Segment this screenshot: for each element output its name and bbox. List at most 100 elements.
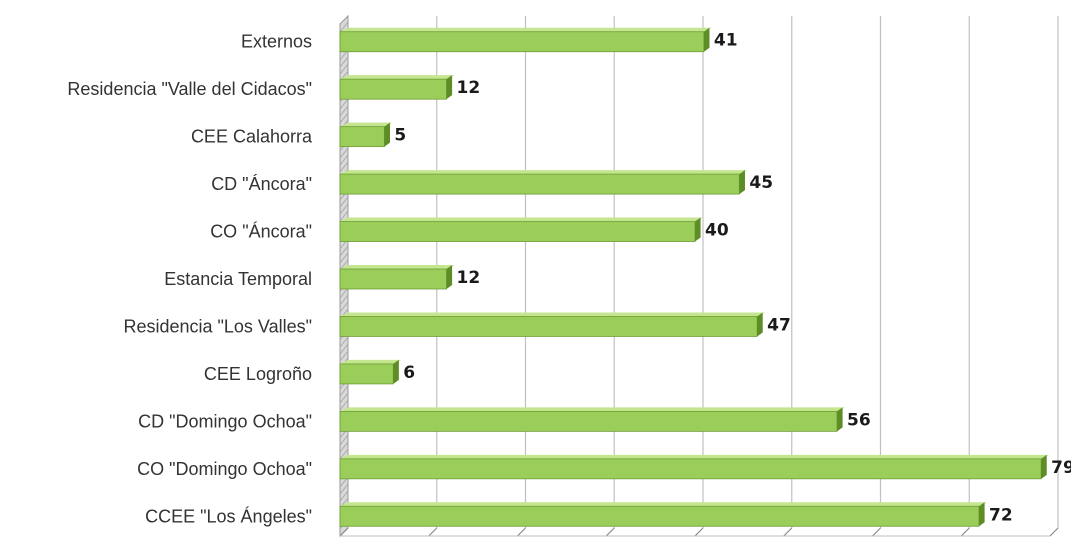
bar-top-face [340, 122, 393, 127]
wall-hatch [339, 56, 349, 68]
bar-side-face [446, 265, 453, 289]
data-label: 72 [989, 505, 1013, 525]
bar-top-face [340, 75, 455, 80]
bar-top-face [340, 217, 703, 222]
wall-hatch [339, 112, 349, 124]
bar-front-face [339, 173, 740, 195]
category-label: Residencia "Valle del Cidacos" [67, 79, 312, 99]
labels-group: Externos 41 Residencia "Valle del Cidacos"… [67, 31, 1071, 527]
wall-hatch [339, 287, 349, 299]
floor-tick [605, 527, 615, 537]
floor-tick [517, 527, 526, 537]
bar [339, 454, 1050, 480]
floor-tick [428, 527, 438, 537]
wall-hatch [339, 392, 349, 404]
bar-top-face [340, 265, 455, 269]
bar-front-face [339, 505, 980, 527]
bar-top-face [340, 170, 748, 175]
data-label: 6 [403, 363, 415, 383]
bar [339, 27, 712, 53]
data-label: 12 [457, 78, 481, 98]
wall-hatch [339, 336, 349, 348]
bar [339, 75, 455, 100]
category-label: CEE Calahorra [191, 127, 313, 147]
bar [339, 265, 455, 290]
bar-side-face [695, 217, 701, 242]
data-label: 56 [847, 410, 871, 430]
data-label: 5 [394, 126, 406, 146]
wall-hatch [339, 399, 349, 411]
wall-hatch [339, 203, 349, 215]
bar-top-face [340, 454, 1050, 459]
data-label: 40 [705, 221, 729, 241]
bar [339, 359, 402, 385]
category-label: CD "Domingo Ochoa" [138, 411, 312, 431]
wall-hatch [339, 294, 349, 306]
category-label: CO "Domingo Ochoa" [137, 459, 312, 479]
category-label: CO "Áncora" [210, 222, 312, 242]
bar-side-face [837, 407, 843, 432]
wall-hatch [339, 343, 349, 355]
bar-front-face [339, 268, 447, 290]
bar-front-face [339, 363, 394, 385]
wall-hatch [339, 448, 349, 460]
category-label: CCEE "Los Ángeles" [145, 506, 312, 526]
category-label: Residencia "Los Valles" [123, 316, 312, 336]
wall-hatch [339, 147, 349, 159]
wall-hatch [339, 385, 349, 397]
bar-front-face [339, 316, 758, 337]
bar [339, 407, 845, 432]
bars-group [339, 27, 1050, 527]
bar-front-face [339, 221, 696, 242]
bar [339, 170, 748, 195]
bar [339, 217, 703, 242]
wall-hatch [339, 483, 349, 495]
bar-top-face [340, 312, 766, 317]
bar [339, 122, 393, 148]
bar-side-face [739, 170, 745, 195]
bar-front-face [339, 126, 385, 148]
floor-tick [783, 527, 793, 537]
data-label: 79 [1051, 458, 1071, 478]
wall-hatch [339, 21, 349, 33]
bar-side-face [757, 312, 763, 337]
data-label: 12 [457, 268, 481, 288]
bar-side-face [393, 359, 399, 384]
bar-top-face [340, 359, 402, 364]
wall-hatch [339, 161, 349, 173]
bar-front-face [339, 78, 447, 100]
data-label: 47 [767, 315, 791, 335]
bar-side-face [1041, 454, 1047, 479]
wall-hatch [339, 154, 349, 166]
wall-hatch [339, 63, 349, 75]
bar [339, 502, 987, 527]
floor-tick [960, 527, 970, 537]
bar-side-face [703, 27, 710, 52]
floor-tick [1049, 527, 1059, 537]
data-label: 41 [714, 31, 738, 51]
category-label: Externos [241, 32, 312, 52]
wall-hatch [339, 441, 349, 453]
wall-hatch [339, 98, 349, 110]
bar-top-face [340, 502, 987, 507]
bar-side-face [446, 75, 453, 100]
wall-hatch [339, 196, 349, 208]
bar-side-face [384, 122, 390, 147]
wall-hatch [339, 252, 349, 264]
category-label: CEE Logroño [204, 364, 312, 384]
data-label: 45 [749, 173, 773, 193]
bar-front-face [339, 31, 705, 53]
wall-hatch [339, 105, 349, 117]
bar-side-face [979, 502, 985, 527]
wall-hatch [339, 245, 349, 257]
wall-hatch [339, 210, 349, 222]
floor-tick [872, 527, 881, 537]
category-label: Estancia Temporal [164, 269, 312, 289]
bar [339, 312, 766, 337]
wall-hatch [339, 350, 349, 362]
bar-front-face [339, 410, 838, 432]
wall-hatch [339, 434, 349, 446]
category-label: CD "Áncora" [211, 174, 312, 194]
